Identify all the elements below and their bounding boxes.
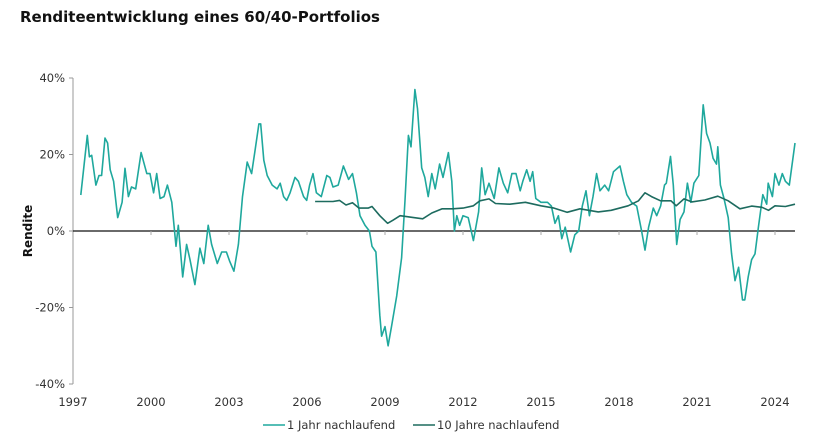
y-tick-label: -20% xyxy=(35,301,65,315)
x-tick-label: 1997 xyxy=(58,395,87,409)
legend-label: 10 Jahre nachlaufend xyxy=(437,418,559,432)
x-tick-label: 2018 xyxy=(604,395,633,409)
legend-label: 1 Jahr nachlaufend xyxy=(287,418,395,432)
x-tick-label: 2003 xyxy=(214,395,243,409)
x-tick-label: 2021 xyxy=(682,395,711,409)
y-tick-label: -40% xyxy=(35,377,65,391)
x-tick-label: 2006 xyxy=(292,395,321,409)
y-axis-label: Rendite xyxy=(21,205,35,258)
series-line-10-year xyxy=(315,192,796,225)
y-tick-label: 40% xyxy=(39,71,65,85)
y-tick-label: 20% xyxy=(39,148,65,162)
x-tick-label: 2012 xyxy=(448,395,477,409)
chart-title: Renditeentwicklung eines 60/40-Portfolio… xyxy=(20,8,380,26)
x-tick-label: 2009 xyxy=(370,395,399,409)
x-tick-label: 2015 xyxy=(526,395,555,409)
x-tick-label: 2000 xyxy=(136,395,165,409)
series-line-1-year xyxy=(80,88,796,347)
x-tick-label: 2024 xyxy=(760,395,789,409)
y-tick-label: 0% xyxy=(47,224,65,238)
